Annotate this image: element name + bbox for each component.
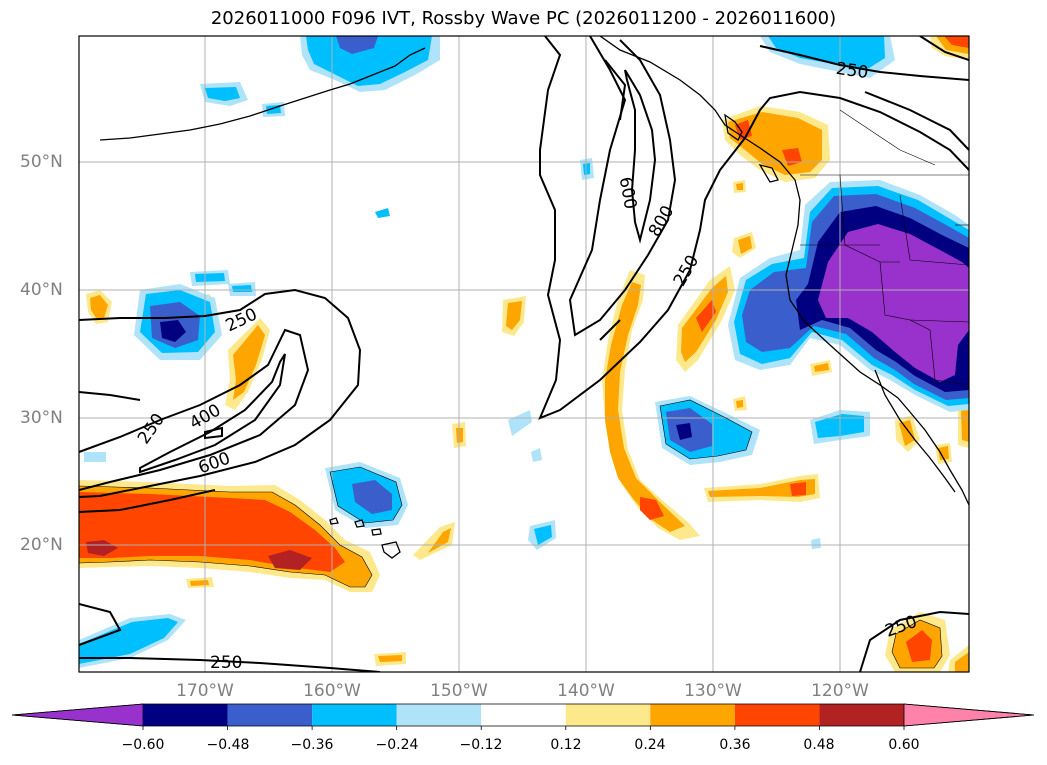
lon-label-120w: 120°W [811,681,869,701]
contour-label: 250 [210,653,242,673]
colorbar-bin [227,704,313,726]
colorbar-bin [734,704,820,726]
colorbar-tick: −0.36 [290,737,334,753]
colorbar-tick: 0.36 [719,737,751,753]
contour-label: 250 [835,59,870,83]
colorbar-tick: 0.48 [803,737,835,753]
lat-label-30n: 30°N [20,408,63,428]
lat-label-20n: 20°N [20,535,63,555]
map-content: 250 400 600 250 250 600 800 250 250 250 [79,36,969,673]
colorbar-bin [143,704,228,726]
coastlines [99,36,969,559]
graticule [79,36,969,672]
colorbar-bin [481,704,566,726]
colorbar [11,703,1035,730]
colorbar-tick: 0.12 [550,737,582,753]
colorbar-bin [312,704,397,726]
map-frame [78,35,970,673]
ivt-contours [79,36,969,672]
colorbar-bin [565,704,651,726]
chart-title: 2026011000 F096 IVT, Rossby Wave PC (202… [210,8,837,29]
lon-label-160w: 160°W [303,681,361,701]
lat-label-50n: 50°N [20,152,63,172]
lon-label-140w: 140°W [557,681,615,701]
colorbar-tick: 0.24 [634,737,666,753]
lat-label-40n: 40°N [20,280,63,300]
colorbar-tick: −0.60 [121,737,165,753]
lon-label-170w: 170°W [176,681,234,701]
colorbar-over-extension [903,703,1035,727]
colorbar-tick: −0.48 [206,737,250,753]
colorbar-under-extension [11,703,144,727]
lon-label-130w: 130°W [684,681,742,701]
colorbar-bin [819,704,904,726]
state-borders [800,109,969,386]
map-background [79,36,969,672]
colorbar-bin [396,704,482,726]
lon-label-150w: 150°W [430,681,488,701]
colorbar-tick: 0.60 [888,737,920,753]
colorbar-tick: −0.24 [375,737,419,753]
colorbar-bin [650,704,735,726]
colorbar-tick: −0.12 [459,737,503,753]
